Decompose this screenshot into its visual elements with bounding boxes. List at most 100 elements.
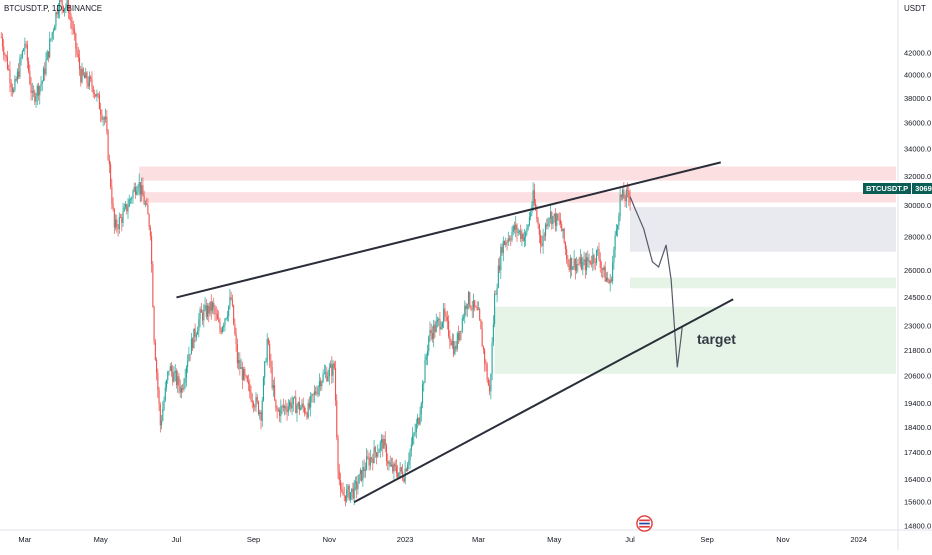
candle — [557, 214, 559, 220]
candle — [18, 71, 20, 77]
candle — [74, 29, 76, 34]
candle — [421, 384, 424, 404]
candle — [533, 190, 535, 204]
resistance-lower — [139, 192, 897, 203]
candle — [321, 381, 323, 387]
candle — [49, 39, 51, 58]
candle — [132, 191, 134, 199]
candle — [424, 359, 426, 383]
candle — [451, 341, 453, 346]
candle — [92, 86, 94, 94]
light-green-band — [630, 277, 896, 289]
candle — [573, 258, 575, 267]
candle — [15, 79, 17, 81]
candle — [443, 308, 445, 323]
candle — [542, 235, 544, 246]
resistance-upper — [139, 166, 897, 181]
candle — [604, 266, 606, 282]
candle — [593, 255, 595, 263]
candle — [313, 391, 315, 395]
candle — [280, 406, 282, 417]
candle — [551, 212, 553, 225]
candle — [243, 369, 245, 381]
candle — [14, 79, 16, 90]
candle — [547, 218, 549, 227]
candle — [545, 224, 547, 236]
candle — [541, 244, 543, 246]
candle — [430, 330, 432, 334]
candle — [472, 300, 475, 310]
candle — [496, 287, 498, 295]
tradingview-logo-icon[interactable] — [636, 515, 653, 532]
candle — [588, 260, 590, 262]
candle — [178, 376, 180, 387]
candle — [352, 488, 354, 499]
candle — [108, 159, 110, 165]
candle — [523, 237, 525, 241]
candle — [455, 346, 457, 349]
candle — [549, 212, 552, 219]
candle — [52, 30, 54, 33]
candle — [383, 439, 385, 449]
candle — [464, 305, 466, 318]
candle — [199, 309, 201, 320]
candle — [477, 308, 479, 310]
candle — [516, 224, 518, 233]
candle — [170, 365, 173, 372]
candle — [57, 9, 59, 15]
candle — [8, 69, 10, 70]
candle — [469, 292, 471, 307]
candle — [522, 233, 524, 241]
candle — [129, 198, 132, 200]
candle — [420, 403, 422, 415]
candle — [252, 402, 255, 407]
candle — [624, 198, 626, 202]
candle — [532, 190, 534, 207]
candle — [279, 410, 281, 417]
candle — [612, 262, 614, 282]
candle — [552, 216, 554, 225]
candle — [389, 462, 391, 466]
candle — [510, 239, 512, 241]
candle — [165, 380, 168, 388]
candle — [218, 319, 220, 322]
candle — [97, 93, 99, 95]
candle — [371, 457, 373, 459]
candle — [392, 464, 394, 472]
candle — [526, 228, 528, 233]
candle — [103, 118, 105, 120]
candle — [326, 372, 328, 381]
candle — [583, 259, 585, 262]
candle — [403, 478, 405, 482]
candle — [494, 294, 496, 324]
candle — [4, 54, 6, 56]
candle — [69, 12, 71, 14]
candle — [126, 204, 128, 212]
candle — [356, 481, 358, 490]
candle — [525, 232, 527, 238]
candle — [98, 94, 100, 110]
candle — [307, 403, 309, 418]
candle — [336, 400, 338, 437]
candle — [393, 463, 395, 472]
candle — [566, 249, 568, 260]
candle — [167, 371, 169, 381]
candle — [107, 130, 109, 160]
candle — [315, 391, 317, 394]
candle — [254, 406, 256, 408]
candle — [617, 225, 619, 230]
candle — [364, 469, 366, 472]
candle — [520, 230, 522, 239]
candle — [266, 338, 268, 362]
price-tick-label: 36000.0 — [904, 118, 931, 127]
candle — [572, 266, 574, 270]
candle — [610, 279, 612, 282]
candle — [34, 92, 36, 102]
candle — [77, 53, 79, 58]
candle — [361, 469, 363, 481]
candle — [35, 96, 37, 102]
candle — [241, 367, 243, 381]
candle — [310, 396, 312, 408]
